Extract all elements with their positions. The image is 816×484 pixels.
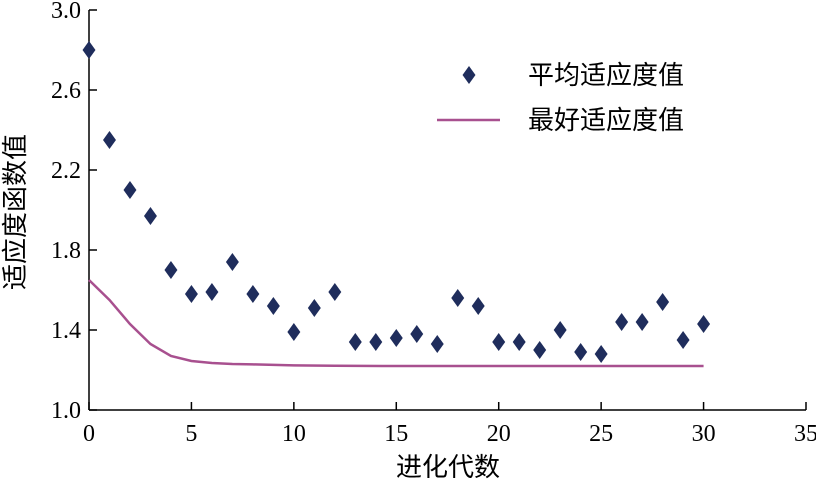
data-point-avg-fitness: [225, 253, 239, 271]
y-tick-label: 1.8: [51, 238, 81, 264]
y-tick-label: 2.6: [51, 78, 81, 104]
series-line-best-fitness: [88, 279, 704, 368]
x-tick-label: 10: [282, 421, 306, 447]
data-point-avg-fitness: [635, 313, 649, 331]
data-point-avg-fitness: [656, 293, 670, 311]
data-point-avg-fitness: [471, 297, 485, 315]
data-point-avg-fitness: [82, 41, 96, 59]
y-tick-label: 3.0: [51, 0, 81, 24]
data-point-avg-fitness: [430, 335, 444, 353]
data-point-avg-fitness: [246, 285, 260, 303]
data-point-avg-fitness: [266, 297, 280, 315]
data-point-avg-fitness: [553, 321, 567, 339]
axes: [88, 9, 807, 411]
data-point-avg-fitness: [451, 289, 465, 307]
data-point-avg-fitness: [205, 283, 219, 301]
data-point-avg-fitness: [410, 325, 424, 343]
x-tick-label: 15: [384, 421, 408, 447]
y-tick-label: 1.0: [51, 398, 81, 424]
data-point-avg-fitness: [369, 333, 383, 351]
data-point-avg-fitness: [348, 333, 362, 351]
x-tick-label: 5: [185, 421, 197, 447]
data-point-avg-fitness: [492, 333, 506, 351]
data-point-avg-fitness: [697, 315, 711, 333]
data-point-avg-fitness: [143, 207, 157, 225]
data-point-avg-fitness: [123, 181, 137, 199]
tick-labels: 0 5 10 15 20 25 30 35 1.0 1.4 1.8 2.2 2.6 3.0: [51, 0, 816, 447]
data-point-avg-fitness: [594, 345, 608, 363]
data-point-avg-fitness: [164, 261, 178, 279]
data-point-avg-fitness: [389, 329, 403, 347]
x-axis-label: 进化代数: [396, 453, 500, 483]
data-point-avg-fitness: [307, 299, 321, 317]
y-tick-label: 2.2: [51, 158, 81, 184]
y-axis-label: 适应度函数值: [1, 134, 31, 290]
plot-area: [82, 41, 711, 368]
y-tick-label: 1.4: [51, 318, 81, 344]
x-tick-label: 20: [487, 421, 511, 447]
data-point-avg-fitness: [574, 343, 588, 361]
data-point-avg-fitness: [512, 333, 526, 351]
data-point-avg-fitness: [533, 341, 547, 359]
data-point-avg-fitness: [287, 323, 301, 341]
legend-label-best-fitness: 最好适应度值: [528, 106, 684, 136]
x-tick-label: 35: [794, 421, 816, 447]
data-point-avg-fitness: [615, 313, 629, 331]
data-point-avg-fitness: [328, 283, 342, 301]
x-tick-label: 30: [692, 421, 716, 447]
legend-marker-avg-fitness: [462, 66, 476, 84]
x-tick-label: 25: [589, 421, 613, 447]
legend-label-avg-fitness: 平均适应度值: [528, 61, 684, 91]
data-point-avg-fitness: [103, 131, 116, 149]
data-point-avg-fitness: [184, 285, 198, 303]
data-point-avg-fitness: [676, 331, 690, 349]
x-tick-label: 0: [83, 421, 95, 447]
